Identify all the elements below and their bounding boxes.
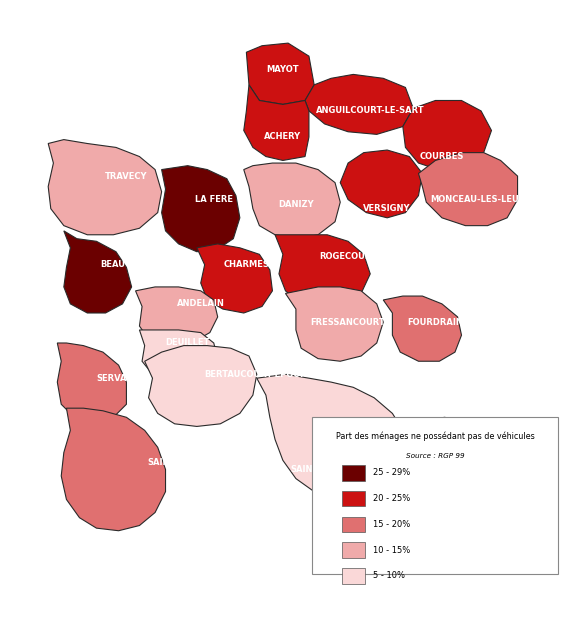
Text: ANGUILCOURT-LE-SART: ANGUILCOURT-LE-SART [316,106,425,115]
Text: SAINT-NICOLAS-AUX-BOIS: SAINT-NICOLAS-AUX-BOIS [291,465,411,474]
Polygon shape [383,296,461,361]
Text: VERSIGNY: VERSIGNY [363,204,411,213]
Text: LA FERE: LA FERE [195,195,233,204]
Bar [342,491,365,506]
Text: BERTAUCOURT-EPOURDON: BERTAUCOURT-EPOURDON [204,370,328,379]
Polygon shape [422,418,484,473]
Text: Part des ménages ne possédant pas de véhicules: Part des ménages ne possédant pas de véh… [336,432,534,441]
Text: 20 - 25%: 20 - 25% [373,494,411,503]
Text: TRAVECY: TRAVECY [105,172,148,180]
Polygon shape [57,343,126,421]
Text: 25 - 29%: 25 - 29% [373,468,411,477]
Polygon shape [197,244,273,313]
Polygon shape [403,101,492,171]
Text: ROGECOURT: ROGECOURT [319,252,377,262]
Bar [342,465,365,481]
Text: DANIZY: DANIZY [278,200,314,209]
Text: 15 - 20%: 15 - 20% [373,520,411,529]
Polygon shape [286,287,383,361]
Polygon shape [419,153,517,225]
Text: BEAUTOR: BEAUTOR [100,260,145,269]
Polygon shape [340,150,422,218]
Polygon shape [244,163,340,239]
Polygon shape [61,408,165,531]
Polygon shape [64,231,131,313]
Text: SERVAIS: SERVAIS [96,374,135,382]
Polygon shape [244,85,309,160]
Polygon shape [48,140,162,235]
Text: FOURDRAIN: FOURDRAIN [408,317,463,327]
Text: 5 - 10%: 5 - 10% [373,572,405,580]
Polygon shape [140,330,218,382]
Polygon shape [162,166,240,252]
Text: DEUILLET: DEUILLET [165,339,210,347]
Text: MONCEAU-LES-LEUPS: MONCEAU-LES-LEUPS [430,195,531,204]
Bar [342,568,365,584]
Text: 10 - 15%: 10 - 15% [373,546,411,555]
Polygon shape [145,346,257,426]
Polygon shape [135,287,218,346]
Text: ANDELAIN: ANDELAIN [177,299,225,309]
Polygon shape [246,43,314,105]
Text: COURBES: COURBES [420,152,464,161]
Text: CHARMES: CHARMES [224,260,269,269]
Polygon shape [275,235,370,309]
Text: Source : RGP 99: Source : RGP 99 [406,453,464,459]
Text: SAINT-GOBAIN: SAINT-GOBAIN [147,458,215,468]
Text: MAYOT: MAYOT [266,64,299,74]
Text: ACHERY: ACHERY [265,133,301,141]
Polygon shape [257,374,409,500]
Bar [342,542,365,558]
Text: FRESSANCOURT: FRESSANCOURT [311,317,385,327]
Bar [342,516,365,532]
Text: BRIE: BRIE [444,446,465,454]
FancyBboxPatch shape [312,417,558,573]
Polygon shape [305,74,413,135]
